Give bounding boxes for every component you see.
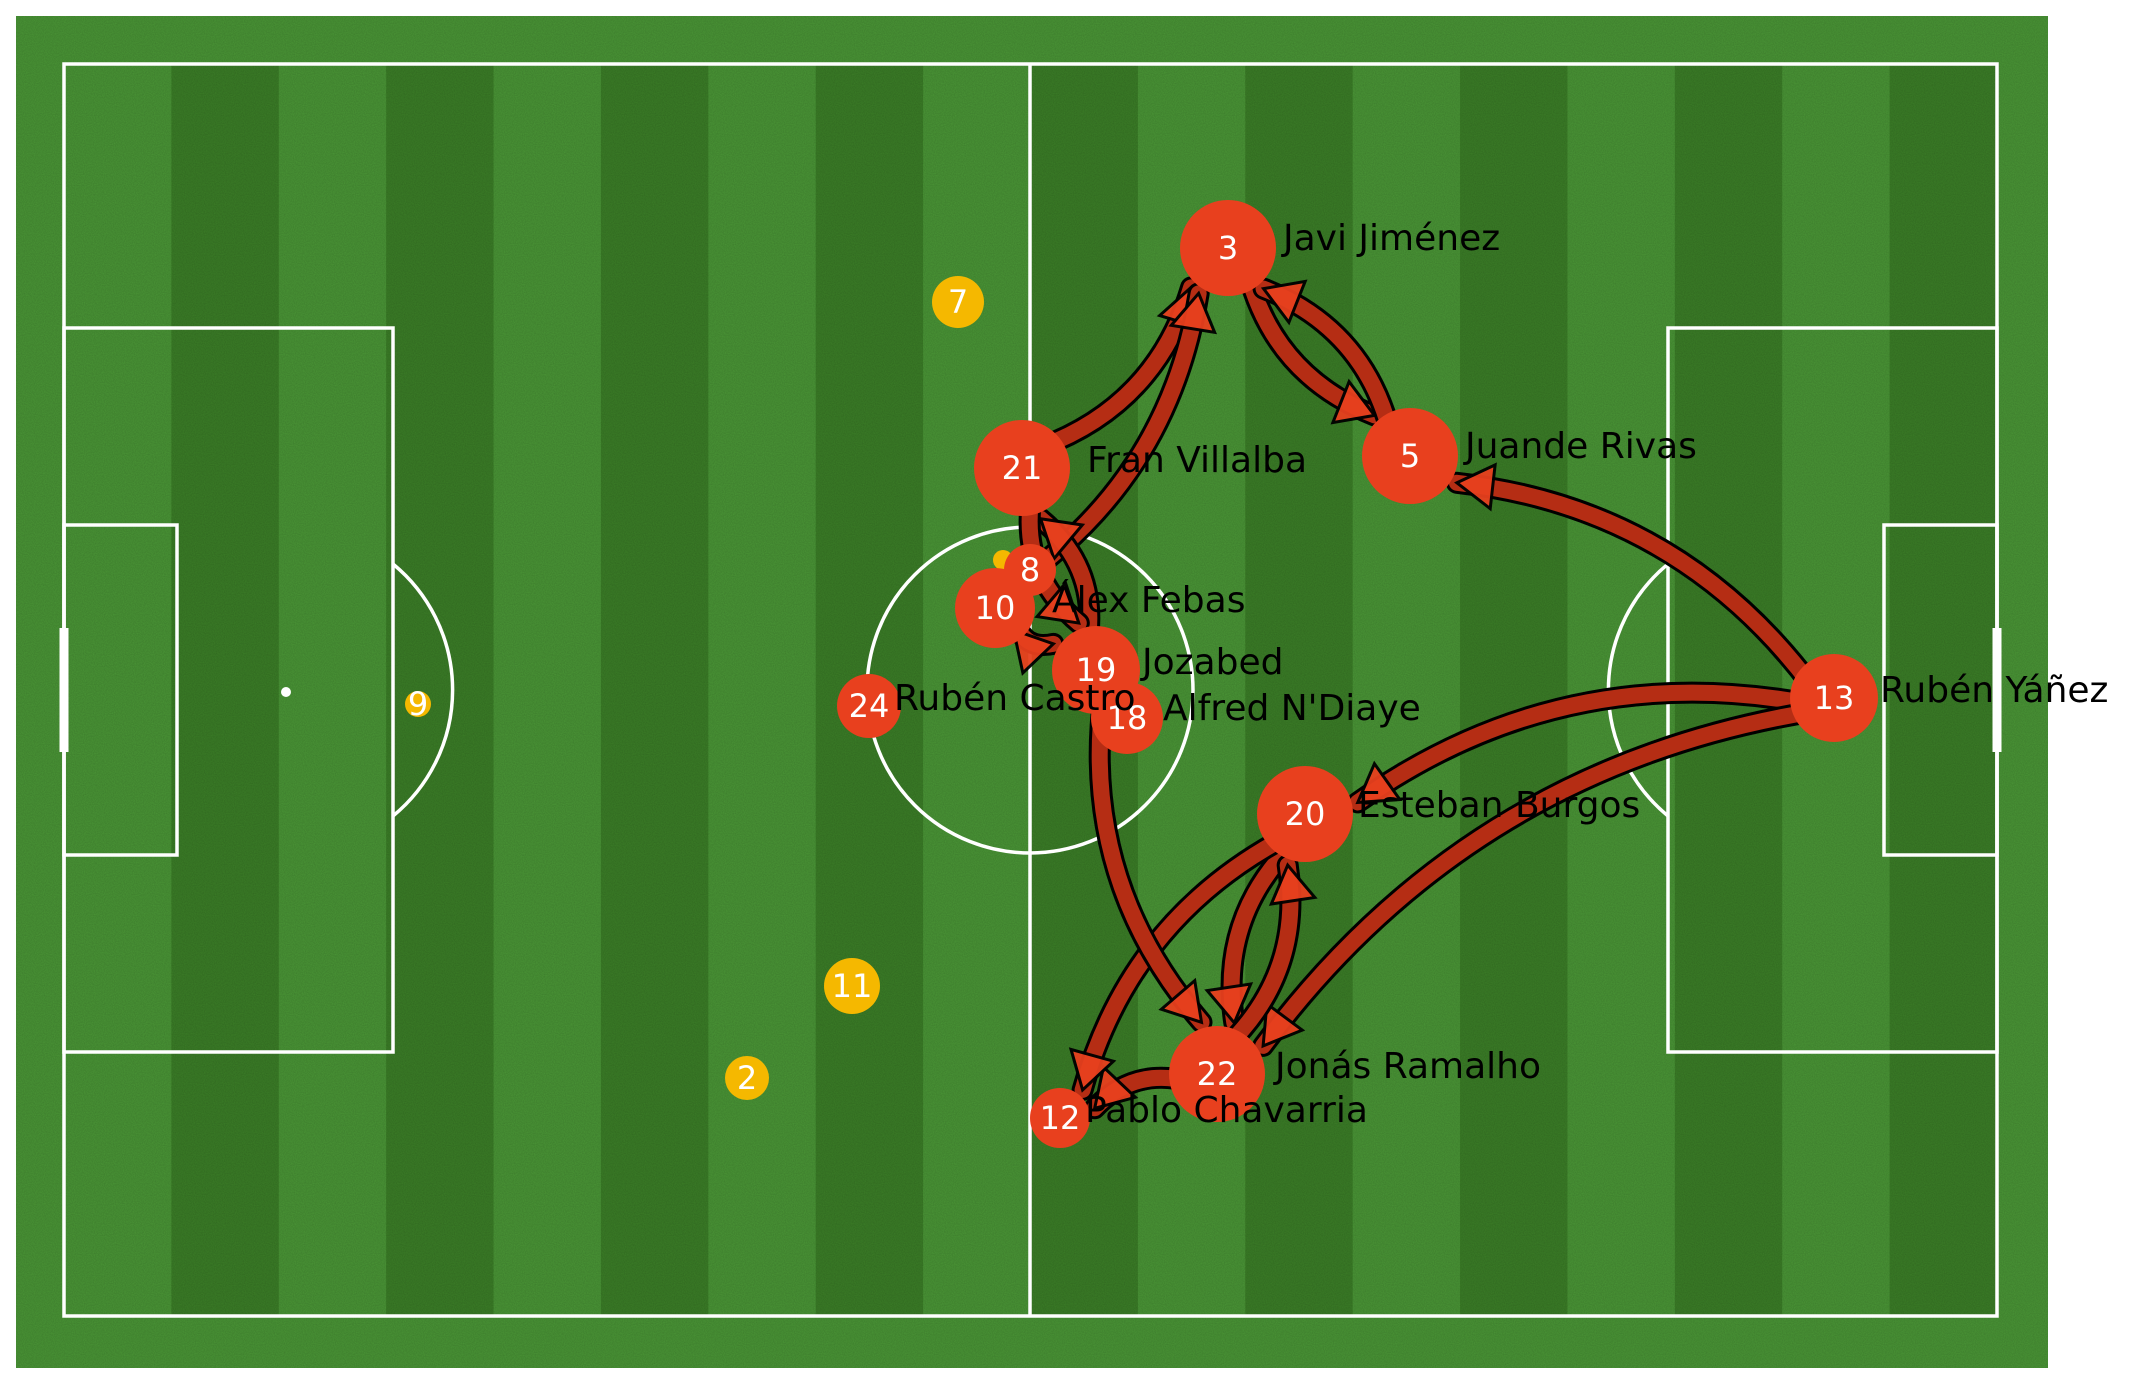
team-player-24: 24 Rubén Castro — [837, 674, 1136, 738]
opponent-number: 9 — [408, 685, 428, 723]
player-name: Jonás Ramalho — [1273, 1046, 1541, 1087]
opponent-player-7: 7 — [932, 276, 984, 328]
player-name: Juande Rivas — [1463, 426, 1697, 467]
player-name: Javi Jiménez — [1281, 218, 1500, 259]
left-penalty-arc — [391, 562, 455, 818]
player-marker — [1362, 408, 1458, 504]
player-marker — [1169, 1026, 1265, 1122]
player-marker — [1790, 654, 1878, 742]
team-players: 3 Javi Jiménez 5 Juande Rivas 21 Fran Villalb… — [837, 200, 2108, 1148]
team-player-3: 3 Javi Jiménez — [1180, 200, 1500, 296]
pitch-markings — [59, 62, 2002, 1318]
player-number: 10 — [975, 589, 1016, 627]
player-name: Esteban Burgos — [1358, 785, 1640, 826]
player-marker — [1257, 766, 1353, 862]
team-player-5: 5 Juande Rivas — [1362, 408, 1697, 504]
player-marker — [837, 674, 901, 738]
pass-arrow — [1088, 684, 1213, 1034]
player-number: 24 — [849, 687, 890, 725]
player-name: Rubén Yáñez — [1880, 670, 2108, 711]
player-number: 12 — [1040, 1099, 1081, 1137]
team-player-21: 21 Fran Villalba — [974, 420, 1307, 516]
team-player-20: 20 Esteban Burgos — [1257, 766, 1640, 862]
opponent-number: 11 — [832, 967, 873, 1005]
opponent-player-11: 11 — [824, 958, 880, 1014]
player-marker — [974, 420, 1070, 516]
pass-arrow — [1252, 277, 1403, 446]
player-number: 18 — [1107, 699, 1148, 737]
opponent-player-2: 2 — [725, 1056, 769, 1100]
player-number: 8 — [1020, 551, 1040, 589]
pass-arrows — [997, 258, 1823, 1120]
player-name: Álex Febas — [1052, 579, 1245, 621]
team-player-18: 18 Alfred N'Diaye — [1091, 682, 1421, 754]
opponent-player-9: 9 — [405, 685, 431, 723]
team-player-12: 12 Pablo Chavarria — [1030, 1088, 1368, 1148]
player-number: 22 — [1197, 1055, 1238, 1093]
pass-arrow — [1215, 854, 1318, 1058]
player-name: Pablo Chavarria — [1085, 1090, 1368, 1131]
pass-arrow — [1445, 462, 1823, 696]
team-player-10: 10 Álex Febas — [955, 568, 1245, 648]
pass-arrow — [1346, 681, 1820, 814]
player-name: Rubén Castro — [894, 678, 1136, 719]
player-marker — [1091, 682, 1163, 754]
opponent-number: 2 — [737, 1059, 757, 1097]
player-number: 20 — [1285, 795, 1326, 833]
opponent-players: 7 9 11 2 — [405, 276, 1013, 1100]
opponent-marker — [824, 958, 880, 1014]
team-player-22: 22 Jonás Ramalho — [1169, 1026, 1541, 1122]
player-number: 21 — [1002, 449, 1043, 487]
player-number: 3 — [1218, 229, 1238, 267]
player-name: Fran Villalba — [1087, 440, 1307, 481]
player-marker — [955, 568, 1035, 648]
player-name: Alfred N'Diaye — [1163, 688, 1421, 729]
opponent-marker — [932, 276, 984, 328]
player-number: 13 — [1814, 679, 1855, 717]
team-player-13: 13 Rubén Yáñez — [1790, 654, 2108, 742]
opponent-number: 7 — [948, 283, 968, 321]
opponent-marker — [405, 691, 431, 717]
player-number: 5 — [1400, 437, 1420, 475]
player-marker — [1030, 1088, 1090, 1148]
player-name: Jozabed — [1140, 642, 1283, 683]
left-penalty-spot — [281, 687, 291, 697]
player-number: 19 — [1076, 651, 1117, 689]
opponent-marker — [725, 1056, 769, 1100]
pass-arrow — [1252, 700, 1823, 1057]
player-marker — [1180, 200, 1276, 296]
